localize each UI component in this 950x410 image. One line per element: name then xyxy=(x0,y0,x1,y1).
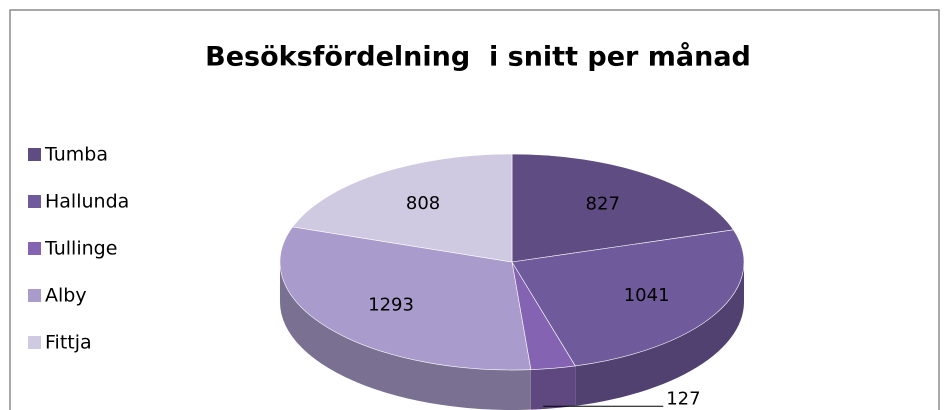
slice xyxy=(511,153,735,263)
legend-swatch xyxy=(28,242,41,255)
legend-label: Alby xyxy=(45,285,87,307)
legend-swatch xyxy=(28,195,41,208)
data-label: 827 xyxy=(586,194,620,215)
legend-label: Hallunda xyxy=(45,191,129,213)
slice xyxy=(511,229,745,367)
slice xyxy=(279,226,532,371)
data-label: 127 xyxy=(666,388,700,409)
legend-label: Tumba xyxy=(44,144,108,166)
legend-swatch xyxy=(28,148,41,161)
legend-swatch xyxy=(28,289,41,302)
slice-side xyxy=(530,365,576,410)
chart-title: Besöksfördelning i snitt per månad xyxy=(205,41,751,73)
slice xyxy=(292,153,513,263)
data-label: 1041 xyxy=(624,285,670,306)
legend-swatch xyxy=(28,336,41,349)
slice-side xyxy=(280,262,531,410)
legend-label: Tullinge xyxy=(44,238,117,260)
legend-label: Fittja xyxy=(45,332,92,354)
data-label: 808 xyxy=(406,193,440,214)
slice-side xyxy=(575,262,744,406)
data-label: 1293 xyxy=(368,295,414,316)
